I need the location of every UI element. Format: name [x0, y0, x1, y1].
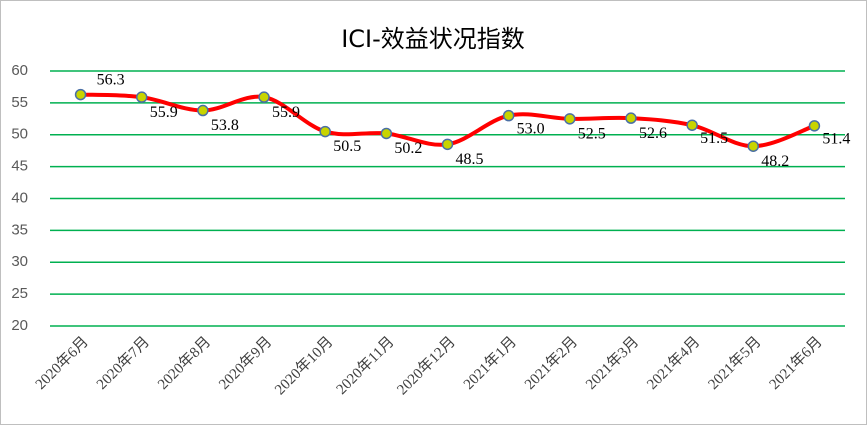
point — [135, 91, 148, 103]
point — [686, 119, 698, 131]
data-label: 56.3 — [97, 71, 125, 88]
y-tick-label: 55 — [11, 94, 28, 111]
data-label: 51.4 — [822, 130, 850, 147]
data-label: 55.9 — [272, 104, 300, 121]
data-label: 52.5 — [578, 125, 606, 142]
data-label: 48.5 — [456, 151, 484, 168]
point — [502, 109, 515, 122]
point — [564, 113, 576, 125]
y-tick-label: 30 — [11, 253, 28, 270]
point — [625, 112, 637, 124]
data-label: 50.2 — [394, 140, 422, 157]
chart-title: ICI-效益状况指数 — [341, 25, 525, 53]
y-tick-label: 50 — [11, 126, 28, 143]
data-label: 53.0 — [517, 120, 545, 137]
point — [319, 125, 331, 138]
data-label: 53.8 — [211, 117, 239, 134]
data-label: 52.6 — [639, 125, 667, 142]
data-label: 51.5 — [700, 130, 728, 147]
y-tick-label: 60 — [11, 62, 28, 79]
y-tick-label: 35 — [11, 221, 28, 238]
data-label: 55.9 — [150, 104, 178, 121]
data-label: 48.2 — [761, 153, 789, 170]
data-label: 50.5 — [333, 138, 361, 155]
y-tick-label: 45 — [11, 158, 28, 175]
point — [258, 91, 270, 103]
point — [808, 120, 821, 132]
point — [74, 88, 87, 101]
y-tick-label: 25 — [11, 285, 28, 302]
point — [747, 140, 760, 152]
point — [441, 138, 454, 151]
y-tick-label: 40 — [11, 189, 28, 206]
y-tick-label: 20 — [11, 317, 28, 334]
point — [380, 127, 393, 140]
point — [197, 104, 209, 117]
